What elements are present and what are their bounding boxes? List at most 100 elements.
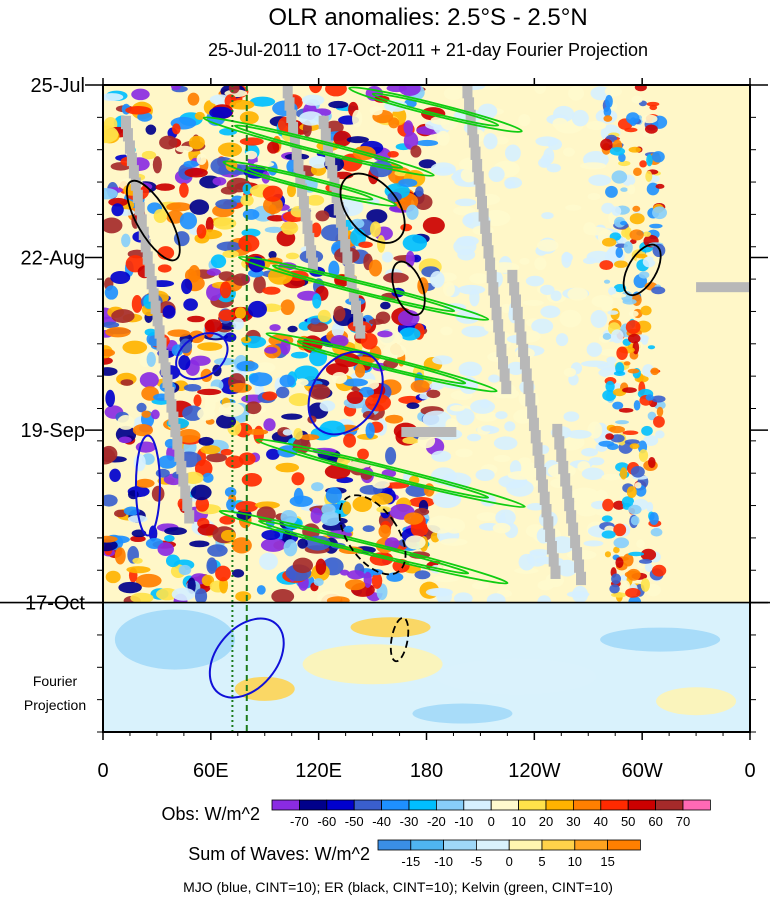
field-blotch bbox=[406, 402, 420, 409]
obs-colorbar-level-label: 0 bbox=[488, 814, 495, 829]
field-blotch bbox=[299, 434, 320, 441]
field-blotch bbox=[264, 346, 278, 354]
field-blotch bbox=[651, 286, 666, 295]
field-blotch bbox=[426, 515, 455, 534]
field-blotch bbox=[103, 367, 118, 376]
waves-colorbar-level-label: 0 bbox=[506, 854, 513, 869]
field-blotch bbox=[650, 367, 659, 376]
field-blotch bbox=[103, 125, 119, 144]
missing-data-cell bbox=[130, 177, 141, 191]
field-blotch bbox=[651, 151, 665, 163]
missing-data-cell bbox=[154, 325, 165, 339]
missing-data-cell bbox=[477, 195, 488, 210]
field-blotch bbox=[313, 578, 324, 587]
field-blotch bbox=[109, 468, 121, 483]
field-blotch bbox=[114, 509, 127, 518]
waves-colorbar-swatch bbox=[508, 839, 543, 851]
field-blotch bbox=[605, 433, 614, 440]
field-blotch bbox=[601, 515, 613, 522]
field-blotch bbox=[378, 524, 391, 539]
field-blotch bbox=[603, 279, 611, 284]
field-blotch bbox=[605, 185, 618, 198]
field-blotch bbox=[384, 414, 404, 424]
field-blotch bbox=[206, 453, 228, 463]
missing-data-cell bbox=[286, 109, 297, 123]
field-blotch bbox=[206, 268, 221, 276]
field-blotch bbox=[369, 106, 383, 116]
field-blotch bbox=[105, 389, 115, 407]
waves-colorbar-level-label: 5 bbox=[538, 854, 545, 869]
missing-data-cell bbox=[297, 183, 308, 197]
field-blotch bbox=[253, 275, 266, 294]
waves-colorbar-swatch bbox=[377, 839, 412, 851]
missing-data-cell bbox=[539, 491, 550, 506]
field-blotch bbox=[215, 565, 231, 582]
obs-colorbar-swatch bbox=[573, 799, 602, 811]
field-blotch bbox=[282, 429, 293, 436]
field-blotch bbox=[162, 305, 176, 319]
field-blotch bbox=[467, 433, 482, 442]
missing-data-cell bbox=[288, 121, 299, 136]
field-blotch bbox=[547, 138, 563, 151]
field-blotch bbox=[319, 400, 336, 412]
field-blotch bbox=[623, 241, 633, 254]
field-blotch bbox=[522, 299, 544, 306]
missing-data-cell bbox=[483, 245, 494, 259]
missing-data-cell bbox=[568, 522, 579, 536]
field-blotch bbox=[604, 86, 623, 97]
missing-data-cell bbox=[172, 436, 183, 450]
field-blotch bbox=[370, 221, 381, 238]
field-blotch bbox=[403, 131, 419, 150]
missing-data-cell bbox=[170, 423, 181, 438]
missing-data-cell bbox=[498, 356, 509, 370]
missing-data-cell bbox=[342, 251, 353, 265]
obs-colorbar-swatch bbox=[627, 799, 657, 811]
missing-data-cell bbox=[333, 202, 344, 216]
field-blotch bbox=[483, 133, 498, 150]
missing-data-cell bbox=[178, 473, 189, 487]
missing-data-cell bbox=[156, 337, 167, 351]
field-blotch bbox=[131, 88, 150, 101]
field-blotch bbox=[613, 371, 626, 376]
er-contour bbox=[391, 260, 426, 316]
obs-colorbar-swatch bbox=[490, 799, 520, 811]
field-blotch bbox=[216, 241, 242, 252]
obs-colorbar-level-label: -40 bbox=[372, 814, 391, 829]
field-blotch bbox=[139, 372, 159, 388]
missing-data-cell bbox=[291, 146, 302, 160]
missing-data-cell bbox=[322, 140, 333, 154]
field-blotch bbox=[553, 105, 575, 123]
field-blotch bbox=[105, 570, 121, 584]
missing-data-cell bbox=[122, 128, 133, 142]
field-blotch bbox=[181, 278, 193, 295]
field-blotch bbox=[182, 405, 204, 421]
field-blotch bbox=[333, 130, 352, 147]
missing-data-cell bbox=[570, 534, 581, 549]
field-blotch bbox=[638, 271, 650, 279]
obs-colorbar-level-label: 50 bbox=[621, 814, 635, 829]
field-blotch bbox=[286, 183, 297, 198]
field-blotch bbox=[640, 578, 650, 592]
obs-colorbar-level-label: 40 bbox=[594, 814, 608, 829]
field-blotch bbox=[601, 202, 615, 215]
field-blotch bbox=[405, 535, 426, 550]
field-blotch bbox=[609, 425, 626, 434]
field-blotch bbox=[493, 454, 511, 463]
field-blotch bbox=[488, 374, 500, 383]
field-blotch bbox=[606, 356, 617, 364]
missing-data-cell bbox=[696, 282, 750, 293]
field-blotch bbox=[646, 101, 660, 107]
field-blotch bbox=[141, 150, 157, 160]
field-blotch bbox=[371, 493, 394, 505]
field-blotch bbox=[346, 136, 369, 144]
field-blotch bbox=[410, 380, 430, 393]
field-blotch bbox=[235, 591, 252, 602]
missing-data-cell bbox=[537, 479, 548, 493]
field-blotch bbox=[634, 85, 647, 92]
field-blotch bbox=[363, 571, 372, 588]
obs-colorbar-swatch bbox=[326, 799, 355, 811]
waves-colorbar-swatch bbox=[574, 839, 608, 851]
field-blotch bbox=[579, 162, 607, 170]
obs-colorbar-level-label: -50 bbox=[345, 814, 364, 829]
field-blotch bbox=[197, 342, 223, 351]
